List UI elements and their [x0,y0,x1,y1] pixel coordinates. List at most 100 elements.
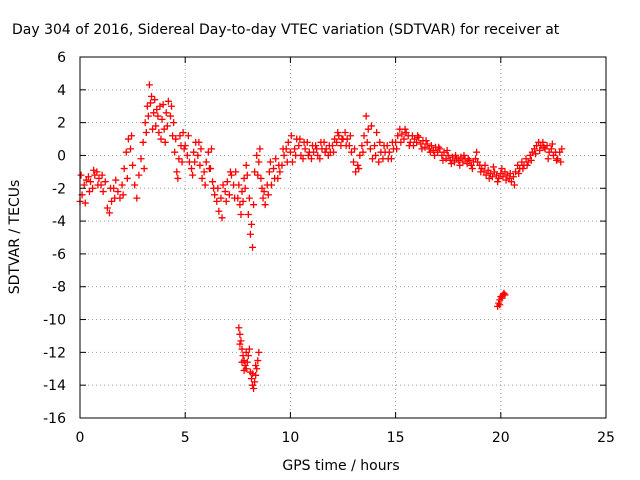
data-point-0-9 [95,174,103,182]
data-point-0-224 [547,145,555,153]
data-point-0-335 [468,165,476,173]
data-point-0-30 [139,138,147,146]
data-point-0-331 [452,151,460,159]
data-point-0-8 [93,168,101,176]
data-point-0-369 [238,358,246,366]
data-point-0-329 [443,147,451,155]
data-point-0-87 [259,194,267,202]
data-point-0-201 [499,173,507,181]
data-point-0-377 [252,371,260,379]
data-point-0-371 [242,348,250,356]
data-point-0-102 [291,145,299,153]
data-point-0-51 [183,151,191,159]
data-point-0-92 [270,165,278,173]
data-point-0-307 [351,145,359,153]
data-point-0-254 [170,119,178,127]
data-point-0-282 [254,171,262,179]
data-point-0-358 [236,330,244,338]
y-tick-label-6: -4 [52,214,66,230]
data-point-0-381 [249,370,257,378]
y-tick-label-2: -12 [43,345,66,361]
data-point-0-36 [152,122,160,130]
data-point-0-334 [464,155,472,163]
data-point-0-99 [284,138,292,146]
data-point-0-54 [190,148,198,156]
data-point-0-167 [427,142,435,150]
data-point-0-60 [202,158,210,166]
data-point-0-245 [149,125,157,133]
data-point-0-382 [252,361,260,369]
data-point-0-154 [400,135,408,143]
data-point-0-151 [394,132,402,140]
data-point-0-24 [126,145,134,153]
data-point-0-50 [181,142,189,150]
data-point-0-304 [338,135,346,143]
data-point-0-47 [175,155,183,163]
y-tick-label-8: 0 [57,148,66,164]
data-point-0-14 [105,209,113,217]
y-tick-label-0: -16 [43,411,66,427]
data-point-0-136 [362,112,370,120]
data-points [76,81,566,392]
data-point-0-384 [495,299,503,307]
data-point-0-129 [347,148,355,156]
data-point-0-147 [385,148,393,156]
data-point-0-227 [554,155,562,163]
data-point-0-17 [112,176,120,184]
data-point-0-122 [333,138,341,146]
data-point-0-35 [150,109,158,117]
data-point-0-243 [144,112,152,120]
data-point-0-88 [261,201,269,209]
data-point-0-276 [239,197,247,205]
data-point-0-46 [173,168,181,176]
data-point-0-295 [300,138,308,146]
data-point-0-138 [366,145,374,153]
data-point-0-157 [406,138,414,146]
data-point-0-39 [158,115,166,123]
data-point-0-338 [481,161,489,169]
data-point-0-49 [179,128,187,136]
data-point-0-278 [243,171,251,179]
data-point-0-337 [477,168,485,176]
data-point-0-370 [240,366,248,374]
data-point-0-336 [473,148,481,156]
data-point-0-27 [133,194,141,202]
data-point-0-324 [422,137,430,145]
data-point-0-13 [103,204,111,212]
data-point-0-255 [172,135,180,143]
data-point-0-220 [539,138,547,146]
data-point-0-137 [364,125,372,133]
data-point-0-264 [197,145,205,153]
data-point-0-325 [426,148,434,156]
data-point-0-272 [226,168,234,176]
data-point-0-193 [482,171,490,179]
data-point-0-71 [225,191,233,199]
data-point-0-28 [135,171,143,179]
data-point-0-310 [363,138,371,146]
data-point-0-34 [148,92,156,100]
data-point-0-249 [157,135,165,143]
data-point-0-252 [163,122,171,130]
data-point-0-231 [81,199,89,207]
data-point-0-21 [120,165,128,173]
data-point-0-271 [222,197,230,205]
data-point-0-314 [380,142,388,150]
data-point-0-277 [241,184,249,192]
data-point-0-206 [509,173,517,181]
data-point-0-57 [196,161,204,169]
data-point-0-300 [321,148,329,156]
data-point-0-360 [238,345,246,353]
data-point-0-380 [255,348,263,356]
plot-border [79,56,607,419]
data-point-0-177 [448,153,456,161]
y-axis-label: SDTVAR / TECUs [7,180,23,295]
data-point-0-171 [436,145,444,153]
data-point-0-68 [219,181,227,189]
data-point-0-348 [523,161,531,169]
data-point-0-302 [330,148,338,156]
data-point-0-43 [166,112,174,120]
data-point-0-286 [264,191,272,199]
data-point-0-65 [213,197,221,205]
data-point-0-328 [439,156,447,164]
